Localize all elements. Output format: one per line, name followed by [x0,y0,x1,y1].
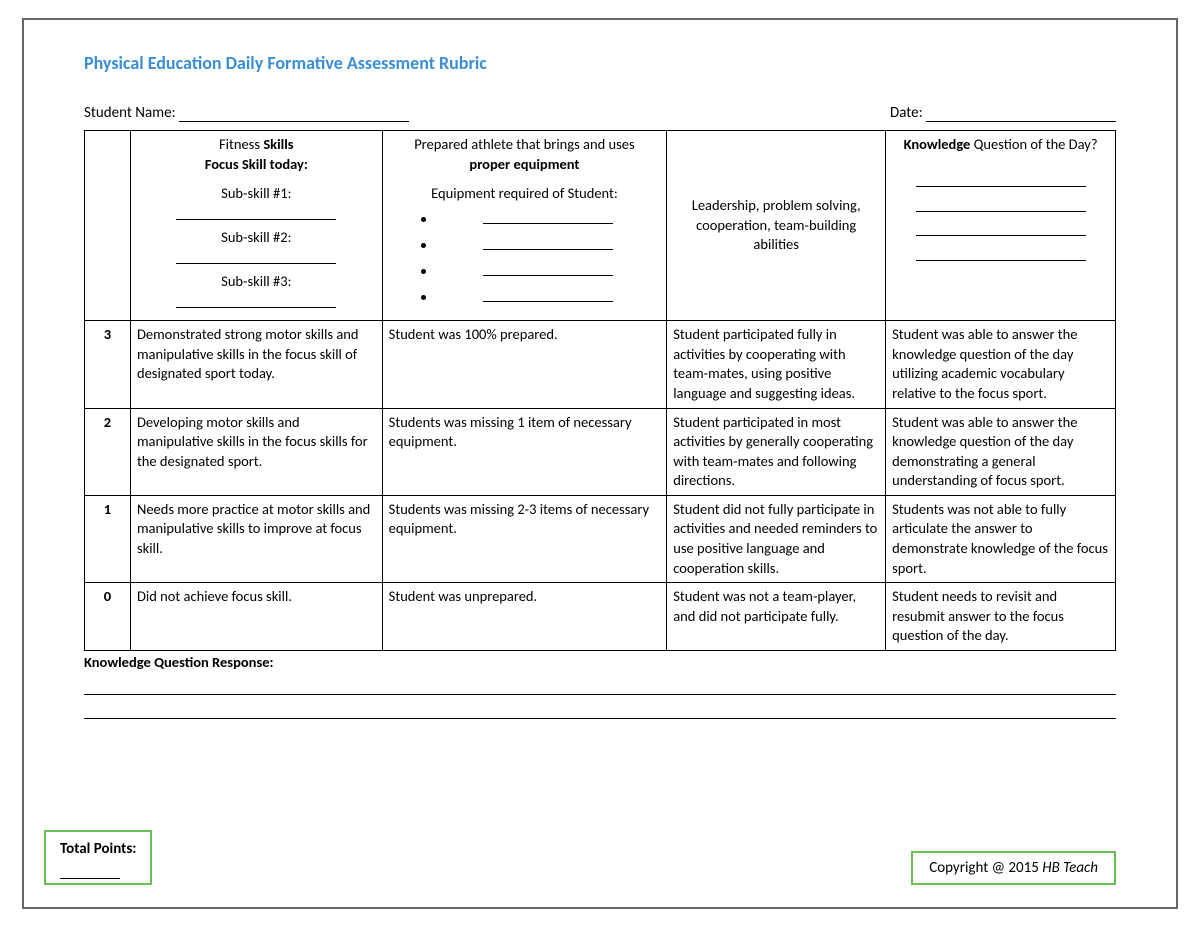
knowledge-q-blank-3[interactable] [916,222,1086,237]
total-points-label: Total Points: [60,840,136,858]
equipment-blank-4[interactable] [483,288,613,303]
rubric-table: Fitness Skills Focus Skill today: Sub-sk… [84,130,1116,651]
header-knowledge: Knowledge Question of the Day? [886,131,1116,321]
table-row: 2 Developing motor skills and manipulati… [85,408,1116,495]
table-row: 0 Did not achieve focus skill. Student w… [85,583,1116,651]
student-name-blank[interactable] [179,106,409,123]
cell-c3: Student did not fully participate in act… [667,495,886,582]
hdr-c1-fitness: Fitness [219,135,263,153]
total-points-box: Total Points: [44,830,152,885]
header-equipment: Prepared athlete that brings and uses pr… [382,131,667,321]
equipment-item [437,262,661,282]
hdr-c3-text: Leadership, problem solving, cooperation… [673,196,879,255]
bottom-row: Total Points: Copyright @ 2015 HB Teach [84,830,1116,885]
knowledge-response-label: Knowledge Question Response: [84,653,1116,671]
student-name-field: Student Name: [84,104,409,122]
header-fitness-skills: Fitness Skills Focus Skill today: Sub-sk… [130,131,382,321]
cell-c1: Developing motor skills and manipulative… [130,408,382,495]
cell-c2: Student was unprepared. [382,583,667,651]
cell-c4: Students was not able to fully articulat… [886,495,1116,582]
score-cell: 1 [85,495,131,582]
header-score-blank [85,131,131,321]
equipment-item [437,288,661,308]
subskill-1-blank[interactable] [176,206,336,221]
cell-c3: Student participated fully in activities… [667,321,886,408]
equipment-blank-1[interactable] [483,210,613,225]
hdr-c1-skills: Skills [263,135,293,153]
cell-c2: Students was missing 1 item of necessary… [382,408,667,495]
equipment-blank-3[interactable] [483,262,613,277]
cell-c2: Students was missing 2-3 items of necess… [382,495,667,582]
table-row: 3 Demonstrated strong motor skills and m… [85,321,1116,408]
subskill-3-blank[interactable] [176,294,336,309]
knowledge-response-line-1[interactable] [84,677,1116,695]
equipment-blank-2[interactable] [483,236,613,251]
knowledge-q-blank-2[interactable] [916,197,1086,212]
rubric-header-row: Fitness Skills Focus Skill today: Sub-sk… [85,131,1116,321]
score-cell: 3 [85,321,131,408]
subskill-1-label: Sub-skill #1: [137,184,376,204]
cell-c1: Demonstrated strong motor skills and man… [130,321,382,408]
score-cell: 2 [85,408,131,495]
hdr-c4-bold: Knowledge [904,135,971,153]
copyright-box: Copyright @ 2015 HB Teach [911,851,1116,885]
page-title: Physical Education Daily Formative Asses… [84,52,1116,74]
page-frame: Physical Education Daily Formative Asses… [22,18,1178,909]
equipment-list [389,210,661,308]
copyright-brand: HB Teach [1042,859,1098,877]
hdr-c2-line2: proper equipment [469,155,579,173]
hdr-c2-sub: Equipment required of Student: [389,184,661,204]
cell-c3: Student participated in most activities … [667,408,886,495]
student-name-label: Student Name: [84,104,176,122]
knowledge-q-blank-1[interactable] [916,173,1086,188]
cell-c2: Student was 100% prepared. [382,321,667,408]
table-row: 1 Needs more practice at motor skills an… [85,495,1116,582]
total-points-blank[interactable] [60,864,120,879]
score-cell: 0 [85,583,131,651]
date-blank[interactable] [926,106,1116,123]
knowledge-response-line-2[interactable] [84,701,1116,719]
copyright-text: Copyright @ 2015 [929,859,1042,877]
name-date-row: Student Name: Date: [84,104,1116,122]
header-leadership: Leadership, problem solving, cooperation… [667,131,886,321]
subskill-2-blank[interactable] [176,250,336,265]
subskill-2-label: Sub-skill #2: [137,228,376,248]
equipment-item [437,210,661,230]
cell-c1: Needs more practice at motor skills and … [130,495,382,582]
cell-c4: Student needs to revisit and resubmit an… [886,583,1116,651]
knowledge-q-blank-4[interactable] [916,246,1086,261]
hdr-c4-rest: Question of the Day? [970,135,1097,153]
date-field: Date: [890,104,1116,122]
cell-c1: Did not achieve focus skill. [130,583,382,651]
date-label: Date: [890,104,923,122]
hdr-c2-line1: Prepared athlete that brings and uses [414,135,635,153]
cell-c4: Student was able to answer the knowledge… [886,408,1116,495]
hdr-c1-focus: Focus Skill today: [205,155,308,173]
equipment-item [437,236,661,256]
subskill-3-label: Sub-skill #3: [137,272,376,292]
cell-c3: Student was not a team-player, and did n… [667,583,886,651]
cell-c4: Student was able to answer the knowledge… [886,321,1116,408]
